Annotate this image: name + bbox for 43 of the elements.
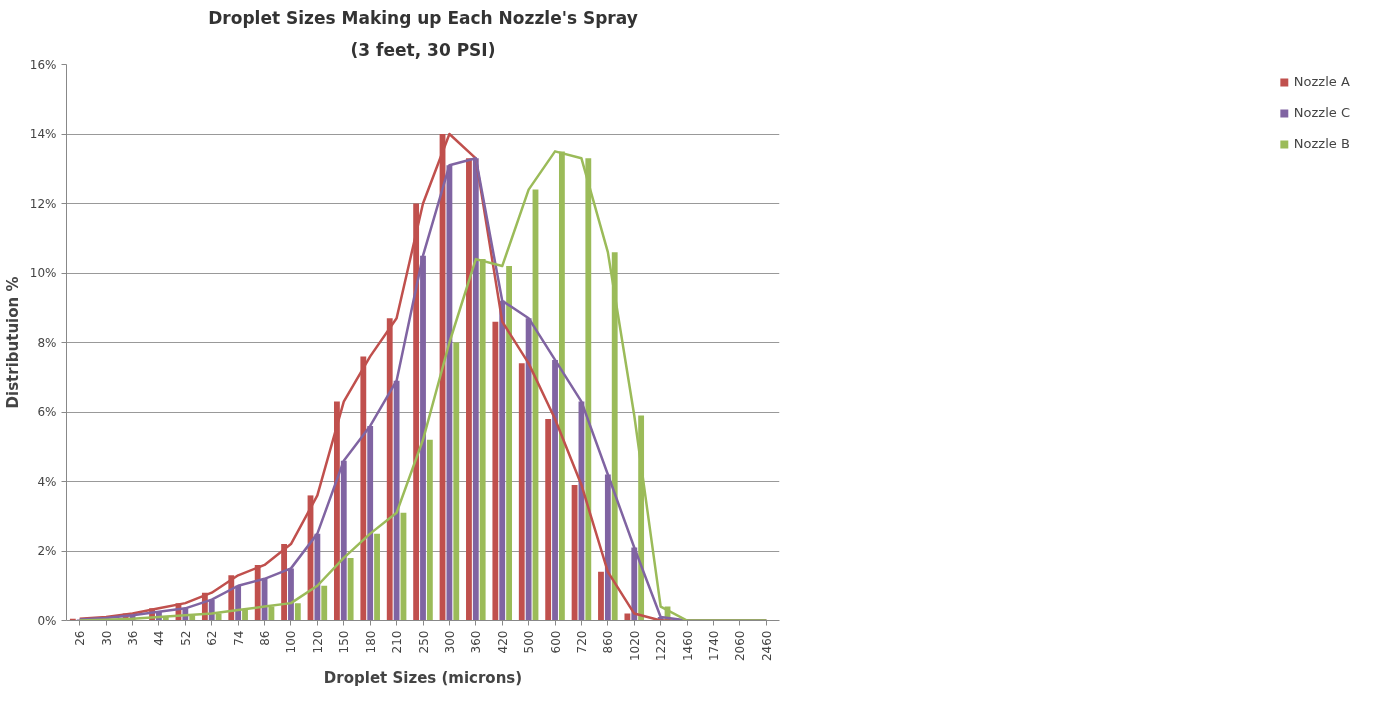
y-tick-label: 12% [29,196,57,211]
y-tick-label: 6% [37,405,57,419]
x-tick-label: 86 [258,630,273,646]
x-tick-label: 2060 [733,630,748,662]
x-tick-label: 52 [178,630,193,646]
x-tick-label: 1020 [627,630,642,662]
x-tick-label: 500 [522,630,537,654]
x-tick-label: 2460 [759,630,774,662]
x-tick-label: 860 [601,630,616,654]
y-tick-label: 4% [37,474,57,489]
legend-label: Nozzle C [1293,105,1350,120]
x-axis-title: Droplet Sizes (microns) [323,669,523,688]
chart-subtitle: (3 feet, 30 PSI) [350,39,496,60]
chart-title: Droplet Sizes Making up Each Nozzle's Spray [208,7,638,28]
x-tick-label: 420 [495,630,510,654]
x-tick-label: 1220 [654,630,669,662]
y-tick-label: 14% [29,127,57,141]
x-tick-label: 44 [152,630,167,646]
x-tick-label: 30 [99,630,114,646]
y-tick-label: 2% [37,544,57,558]
x-tick-label: 1460 [680,630,695,662]
x-tick-label: 360 [469,630,484,654]
y-axis-title: Distributuion % [3,276,22,409]
x-tick-label: 26 [73,630,88,646]
x-tick-label: 36 [126,630,141,646]
y-tick-label: 10% [29,266,57,280]
legend-label: Nozzle A [1293,74,1350,89]
x-tick-label: 120 [310,630,325,654]
y-tick-label: 8% [37,335,57,350]
x-tick-label: 720 [574,630,589,654]
y-tick-label: 16% [29,57,57,72]
x-tick-label: 300 [442,630,457,654]
legend-label: Nozzle B [1293,136,1350,151]
x-tick-label: 600 [548,630,563,654]
x-tick-label: 74 [231,630,246,646]
x-tick-label: 210 [390,630,405,654]
x-tick-label: 150 [337,630,352,654]
x-tick-label: 1740 [706,630,721,662]
x-tick-label: 250 [416,630,431,654]
y-tick-label: 0% [37,613,57,628]
x-tick-label: 100 [284,630,299,654]
x-tick-label: 62 [205,630,220,646]
x-tick-label: 180 [363,630,378,654]
